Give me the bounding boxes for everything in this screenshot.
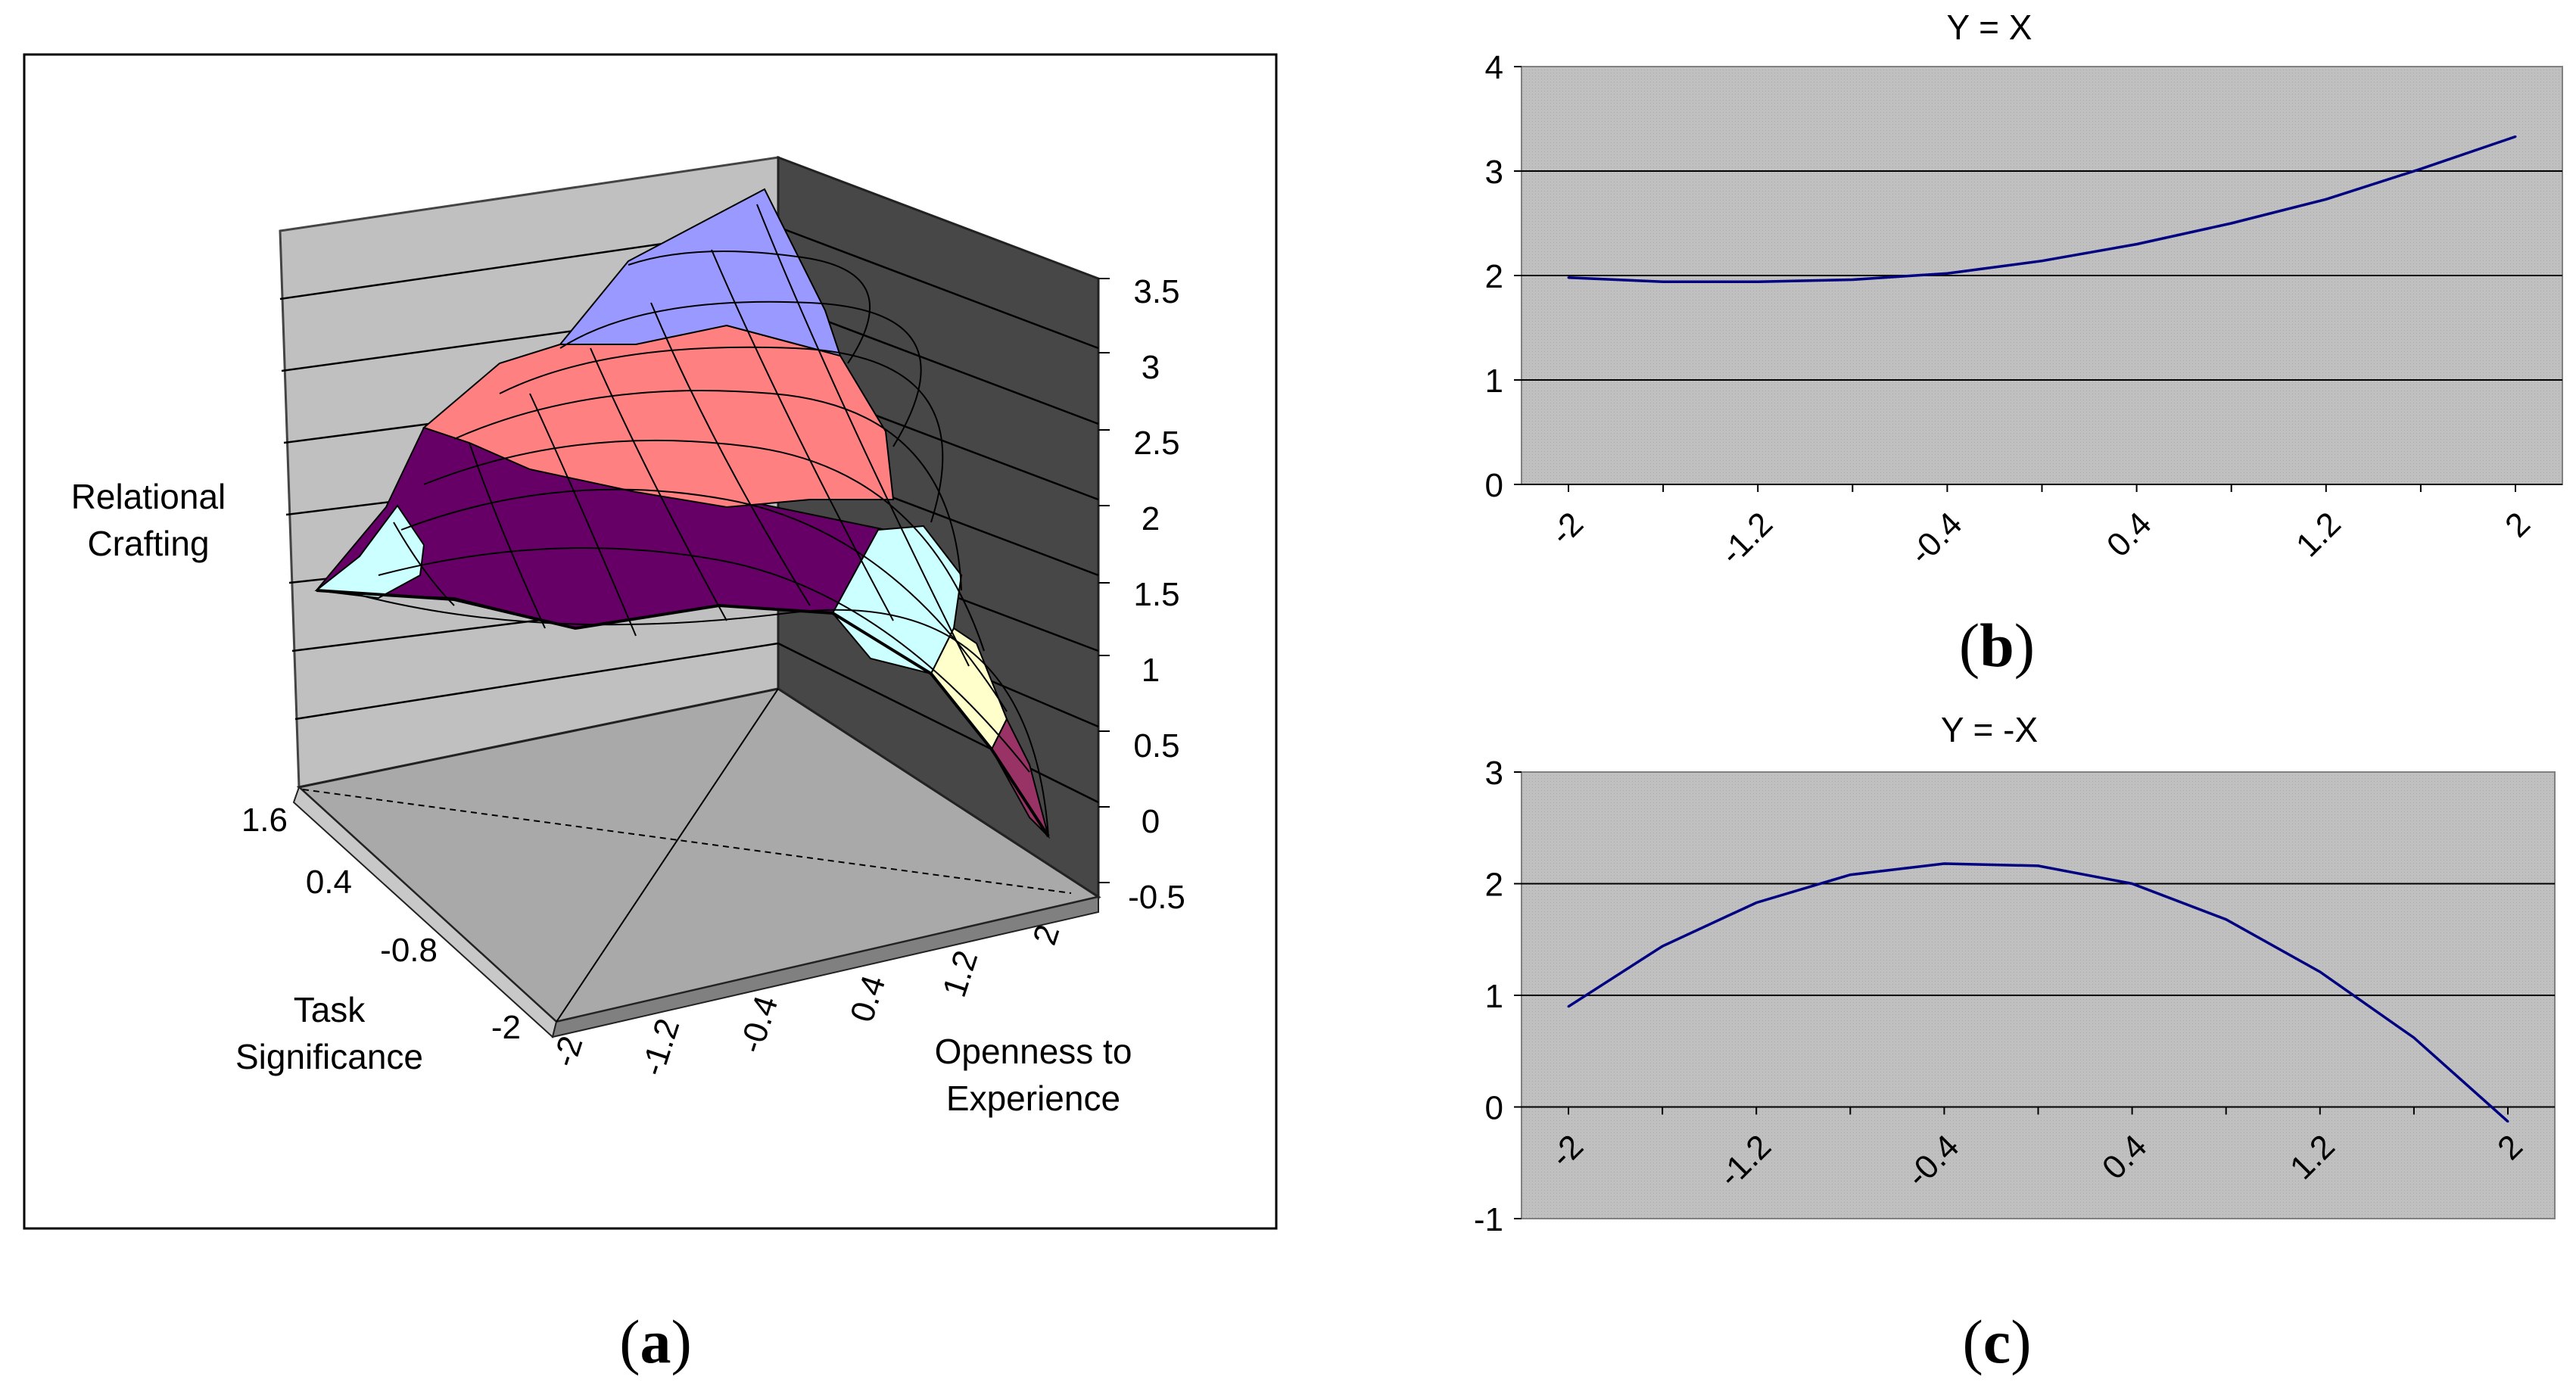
data-point bbox=[2514, 135, 2517, 138]
z-axis-title-line2: Crafting bbox=[87, 524, 209, 563]
floor-diagonal bbox=[556, 688, 779, 1023]
panel-c-label: (c) bbox=[1962, 1307, 2031, 1376]
data-point bbox=[1755, 901, 1758, 904]
y-tick-label: -0.8 bbox=[380, 932, 438, 969]
x-tick-label: -1.2 bbox=[1713, 505, 1780, 571]
y-tick-label: 3 bbox=[1485, 755, 1503, 792]
y-axis-title-line1: Task bbox=[294, 990, 366, 1029]
z-tick-label: -0.5 bbox=[1128, 879, 1185, 916]
x-axis-title-line2: Experience bbox=[946, 1079, 1120, 1118]
y-tick-label: 0 bbox=[1485, 467, 1503, 504]
z-axis-title-line1: Relational bbox=[71, 477, 226, 516]
x-tick-label: 1.2 bbox=[2289, 505, 2348, 564]
data-point bbox=[2230, 222, 2233, 225]
z-tick-label: 3.5 bbox=[1133, 273, 1179, 310]
data-point bbox=[2131, 883, 2134, 885]
surface-front-edge bbox=[316, 589, 1050, 838]
data-point bbox=[1662, 280, 1665, 283]
z-axis bbox=[1098, 278, 1110, 883]
z-tick-label: 0 bbox=[1142, 803, 1160, 840]
data-point bbox=[2506, 1120, 2509, 1123]
data-point bbox=[2319, 970, 2322, 973]
surface bbox=[314, 188, 1050, 839]
x-tick-label: -2 bbox=[1543, 505, 1590, 552]
x-tick-label: 2 bbox=[2498, 505, 2537, 544]
data-point bbox=[1567, 1005, 1570, 1008]
data-point bbox=[2419, 167, 2422, 170]
y-tick-label: 2 bbox=[1485, 867, 1503, 904]
panel-b-label: (b) bbox=[1959, 611, 2035, 680]
y-tick-label: -2 bbox=[491, 1009, 521, 1046]
z-tick-label: 3 bbox=[1142, 349, 1160, 386]
y-axis-title-line2: Significance bbox=[235, 1037, 423, 1076]
data-point bbox=[2225, 918, 2228, 921]
data-point bbox=[2041, 260, 2043, 263]
data-point bbox=[2325, 198, 2328, 201]
y-tick-label: 0 bbox=[1485, 1090, 1503, 1127]
data-point bbox=[2135, 243, 2138, 246]
surface-mesh bbox=[355, 204, 1049, 837]
y-tick-label: 1 bbox=[1485, 363, 1503, 400]
data-point bbox=[1567, 276, 1570, 279]
y-tick-label: 1 bbox=[1485, 978, 1503, 1015]
data-point bbox=[1849, 873, 1852, 876]
data-point bbox=[1851, 279, 1854, 282]
y-tick-label: 2 bbox=[1485, 258, 1503, 295]
z-tick-label: 1.5 bbox=[1133, 576, 1179, 613]
surface-band-magenta bbox=[990, 717, 1050, 839]
panel-b: Y = X (b) 4 3 2 1 0 -2 -1.2 -0.4 0.4 1.2 2 bbox=[1485, 8, 2563, 680]
data-point bbox=[1945, 272, 1948, 275]
y-tick-label: 3 bbox=[1485, 154, 1503, 191]
data-point bbox=[2412, 1036, 2416, 1039]
data-point bbox=[1942, 862, 1945, 865]
y-tick-label: 1.6 bbox=[241, 802, 288, 839]
panel-a-label: (a) bbox=[619, 1307, 692, 1376]
x-tick-label: 0.4 bbox=[2100, 505, 2159, 564]
floor-dashed-line bbox=[302, 789, 1072, 894]
z-tick-label: 2.5 bbox=[1133, 425, 1179, 462]
z-tick-label: 1 bbox=[1142, 652, 1160, 689]
y-tick-label: 4 bbox=[1485, 49, 1503, 86]
y-tick-label: -1 bbox=[1474, 1201, 1503, 1238]
chart-b-title: Y = X bbox=[1947, 8, 2032, 47]
surface-band-blue bbox=[558, 188, 842, 357]
chart-c-title: Y = -X bbox=[1941, 710, 2038, 749]
data-point bbox=[1661, 945, 1664, 948]
panel-a: 3.5 3 2.5 2 1.5 1 0.5 0 -0.5 Relational … bbox=[23, 53, 1278, 1376]
floor-edge-right bbox=[551, 895, 1099, 1038]
surface-band-cyan-right bbox=[831, 525, 963, 675]
z-tick-label: 2 bbox=[1142, 500, 1160, 537]
x-axis-title-line1: Openness to bbox=[935, 1032, 1132, 1071]
data-point bbox=[1756, 280, 1759, 283]
y-tick-label: 0.4 bbox=[306, 864, 352, 901]
z-tick-label: 0.5 bbox=[1133, 727, 1179, 764]
x-tick-label: -0.4 bbox=[1902, 505, 1969, 571]
data-point bbox=[2037, 864, 2039, 867]
